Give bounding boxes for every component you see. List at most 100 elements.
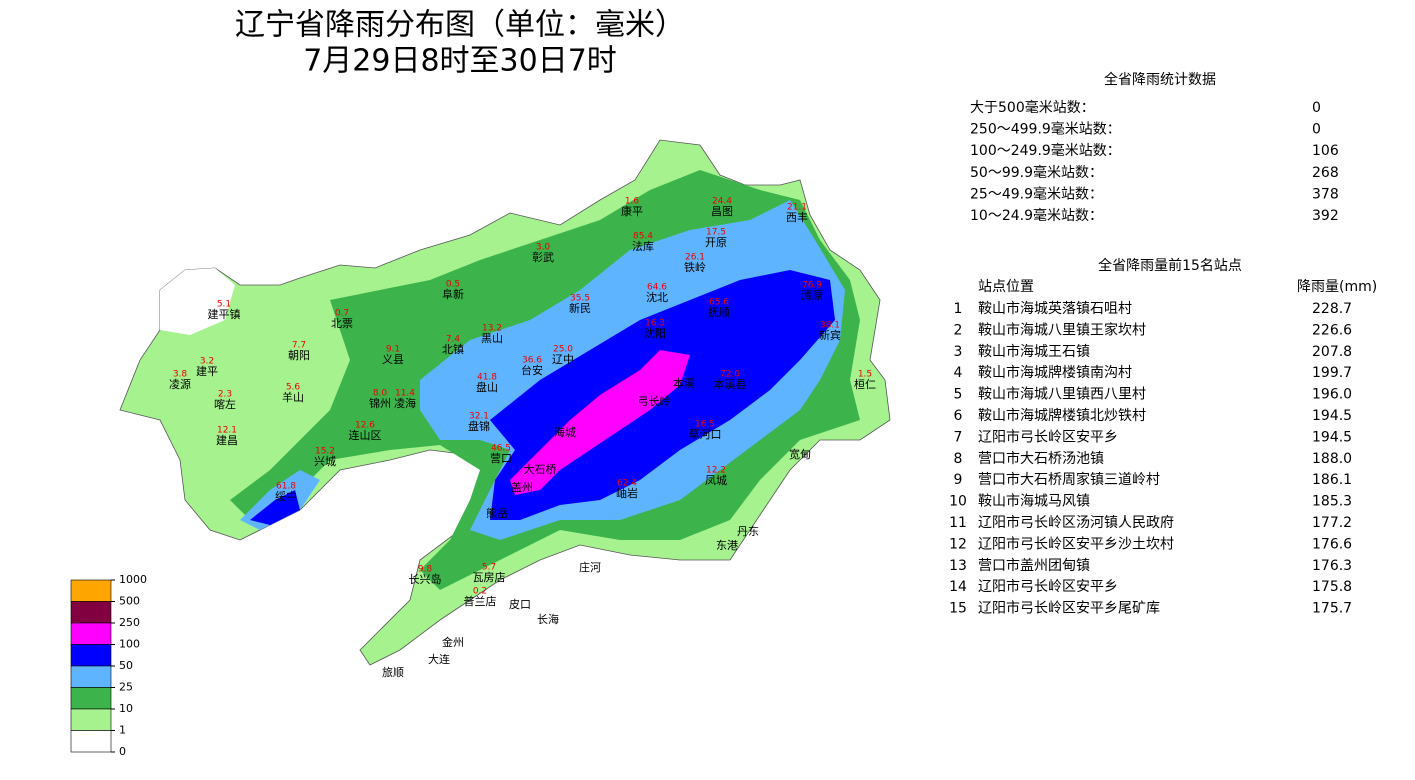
rainfall: 176.3 bbox=[1312, 558, 1352, 574]
station: 鞍山市海城牌楼镇南沟村 bbox=[978, 364, 1132, 381]
station-rainfall: 46.5 bbox=[491, 444, 511, 454]
rainfall: 175.7 bbox=[1312, 601, 1352, 617]
rainfall: 196.0 bbox=[1312, 387, 1352, 403]
station-name: 庄河 bbox=[579, 560, 601, 574]
legend-swatch bbox=[70, 622, 112, 645]
rainfall: 186.1 bbox=[1312, 472, 1352, 488]
station-name: 黑山 bbox=[481, 332, 503, 345]
station-rainfall: 25.0 bbox=[553, 345, 573, 355]
station-rainfall: 5.7 bbox=[482, 563, 496, 573]
rain-50-west bbox=[250, 490, 300, 525]
station-name: 沈北 bbox=[646, 290, 668, 304]
station-rainfall: 7.4 bbox=[446, 335, 461, 345]
station-rainfall: 13.2 bbox=[482, 324, 502, 334]
station-name: 锦州 bbox=[369, 396, 391, 410]
station-rainfall: 9.8 bbox=[418, 565, 433, 575]
rainfall: 176.6 bbox=[1312, 536, 1352, 552]
station-rainfall: 26.1 bbox=[685, 253, 705, 263]
station: 辽阳市弓长岭区安平乡沙土坎村 bbox=[978, 535, 1174, 552]
station-rainfall: 11.4 bbox=[395, 389, 415, 399]
station-name: 凌海 bbox=[394, 396, 416, 410]
station-rainfall: 38.1 bbox=[820, 321, 840, 331]
legend-swatch bbox=[70, 708, 112, 731]
stats-value: 0 bbox=[1312, 100, 1321, 116]
station-name: 连山区 bbox=[349, 429, 382, 442]
station-rainfall: 21.1 bbox=[787, 203, 807, 213]
legend-label: 500 bbox=[119, 595, 140, 608]
station-name: 熊岳 bbox=[486, 506, 508, 520]
station-name: 抚顺 bbox=[708, 305, 730, 319]
station-rainfall: 1.6 bbox=[625, 197, 640, 207]
station-name: 辽中 bbox=[552, 353, 574, 366]
station-name: 铁岭 bbox=[684, 260, 706, 274]
legend-label: 0 bbox=[119, 745, 126, 758]
stats-value: 392 bbox=[1312, 208, 1339, 224]
rank: 6 bbox=[954, 408, 963, 424]
rank: 9 bbox=[954, 472, 963, 488]
station-rainfall: 85.4 bbox=[633, 232, 653, 242]
station-name: 阜新 bbox=[442, 287, 464, 301]
station-rainfall: 16.5 bbox=[695, 420, 715, 430]
map-regions bbox=[119, 139, 891, 666]
station-rainfall: 35.5 bbox=[570, 294, 590, 304]
station-rainfall: 24.4 bbox=[712, 197, 732, 207]
station-name: 大连 bbox=[428, 652, 450, 666]
station-rainfall: 17.5 bbox=[706, 228, 726, 238]
rainfall: 185.3 bbox=[1312, 494, 1352, 510]
station-name: 营口 bbox=[490, 451, 512, 465]
rainfall: 199.7 bbox=[1312, 365, 1352, 381]
station-name: 桓仁 bbox=[854, 377, 876, 391]
station-rainfall: 5.1 bbox=[217, 300, 231, 310]
legend-label: 100 bbox=[119, 638, 140, 651]
station-name: 开原 bbox=[705, 236, 727, 249]
stats-label: 250～499.9毫米站数： bbox=[970, 121, 1121, 138]
station-rainfall: 15.2 bbox=[315, 447, 335, 457]
rainfall: 207.8 bbox=[1312, 344, 1352, 360]
station-name: 西丰 bbox=[786, 211, 808, 224]
station-name: 岫岩 bbox=[616, 486, 638, 500]
rank: 1 bbox=[954, 301, 963, 317]
station-name: 旅顺 bbox=[382, 665, 404, 679]
station-name: 义县 bbox=[382, 353, 404, 366]
legend-label: 250 bbox=[119, 616, 140, 629]
station-name: 新宾 bbox=[819, 328, 841, 342]
station-rainfall: 2.3 bbox=[218, 390, 232, 400]
station: 鞍山市海城王石镇 bbox=[978, 343, 1090, 360]
rank: 14 bbox=[949, 579, 967, 595]
rainfall: 228.7 bbox=[1312, 301, 1352, 317]
station-rainfall: 62.4 bbox=[617, 479, 637, 489]
station-name: 北镇 bbox=[442, 342, 464, 356]
station-name: 瓦房店 bbox=[473, 570, 506, 584]
station-name: 建平 bbox=[196, 364, 218, 378]
rank: 3 bbox=[954, 344, 963, 360]
stats-value: 378 bbox=[1312, 186, 1339, 202]
rank: 12 bbox=[949, 536, 967, 552]
station-name: 喀左 bbox=[214, 398, 236, 411]
rank: 10 bbox=[949, 494, 967, 510]
station-name: 清原 bbox=[801, 289, 823, 302]
station-name: 金州 bbox=[442, 635, 464, 649]
station-name: 新民 bbox=[569, 301, 591, 315]
station-rainfall: 8.0 bbox=[373, 389, 388, 399]
station-name: 宽甸 bbox=[789, 447, 811, 461]
legend-swatch bbox=[70, 601, 112, 624]
rank: 15 bbox=[949, 601, 967, 617]
station: 辽阳市弓长岭区汤河镇人民政府 bbox=[978, 514, 1174, 531]
rank: 11 bbox=[949, 515, 967, 531]
station-name: 建昌 bbox=[216, 433, 238, 447]
station-rainfall: 12.6 bbox=[355, 421, 375, 431]
rank: 13 bbox=[949, 558, 967, 574]
stats-label: 大于500毫米站数： bbox=[970, 99, 1095, 116]
map-title: 辽宁省降雨分布图（单位：毫米） bbox=[235, 8, 685, 43]
stats-value: 268 bbox=[1312, 165, 1339, 181]
no-rain-area bbox=[160, 268, 235, 335]
station-rainfall: 16.3 bbox=[645, 319, 665, 329]
station-name: 本溪 bbox=[673, 376, 695, 390]
station: 鞍山市海城马风镇 bbox=[978, 493, 1090, 510]
station-rainfall: 64.6 bbox=[647, 283, 667, 293]
station-name: 彰武 bbox=[532, 250, 554, 264]
station-name: 海城 bbox=[554, 425, 576, 439]
station: 鞍山市海城英落镇石咀村 bbox=[978, 300, 1132, 317]
